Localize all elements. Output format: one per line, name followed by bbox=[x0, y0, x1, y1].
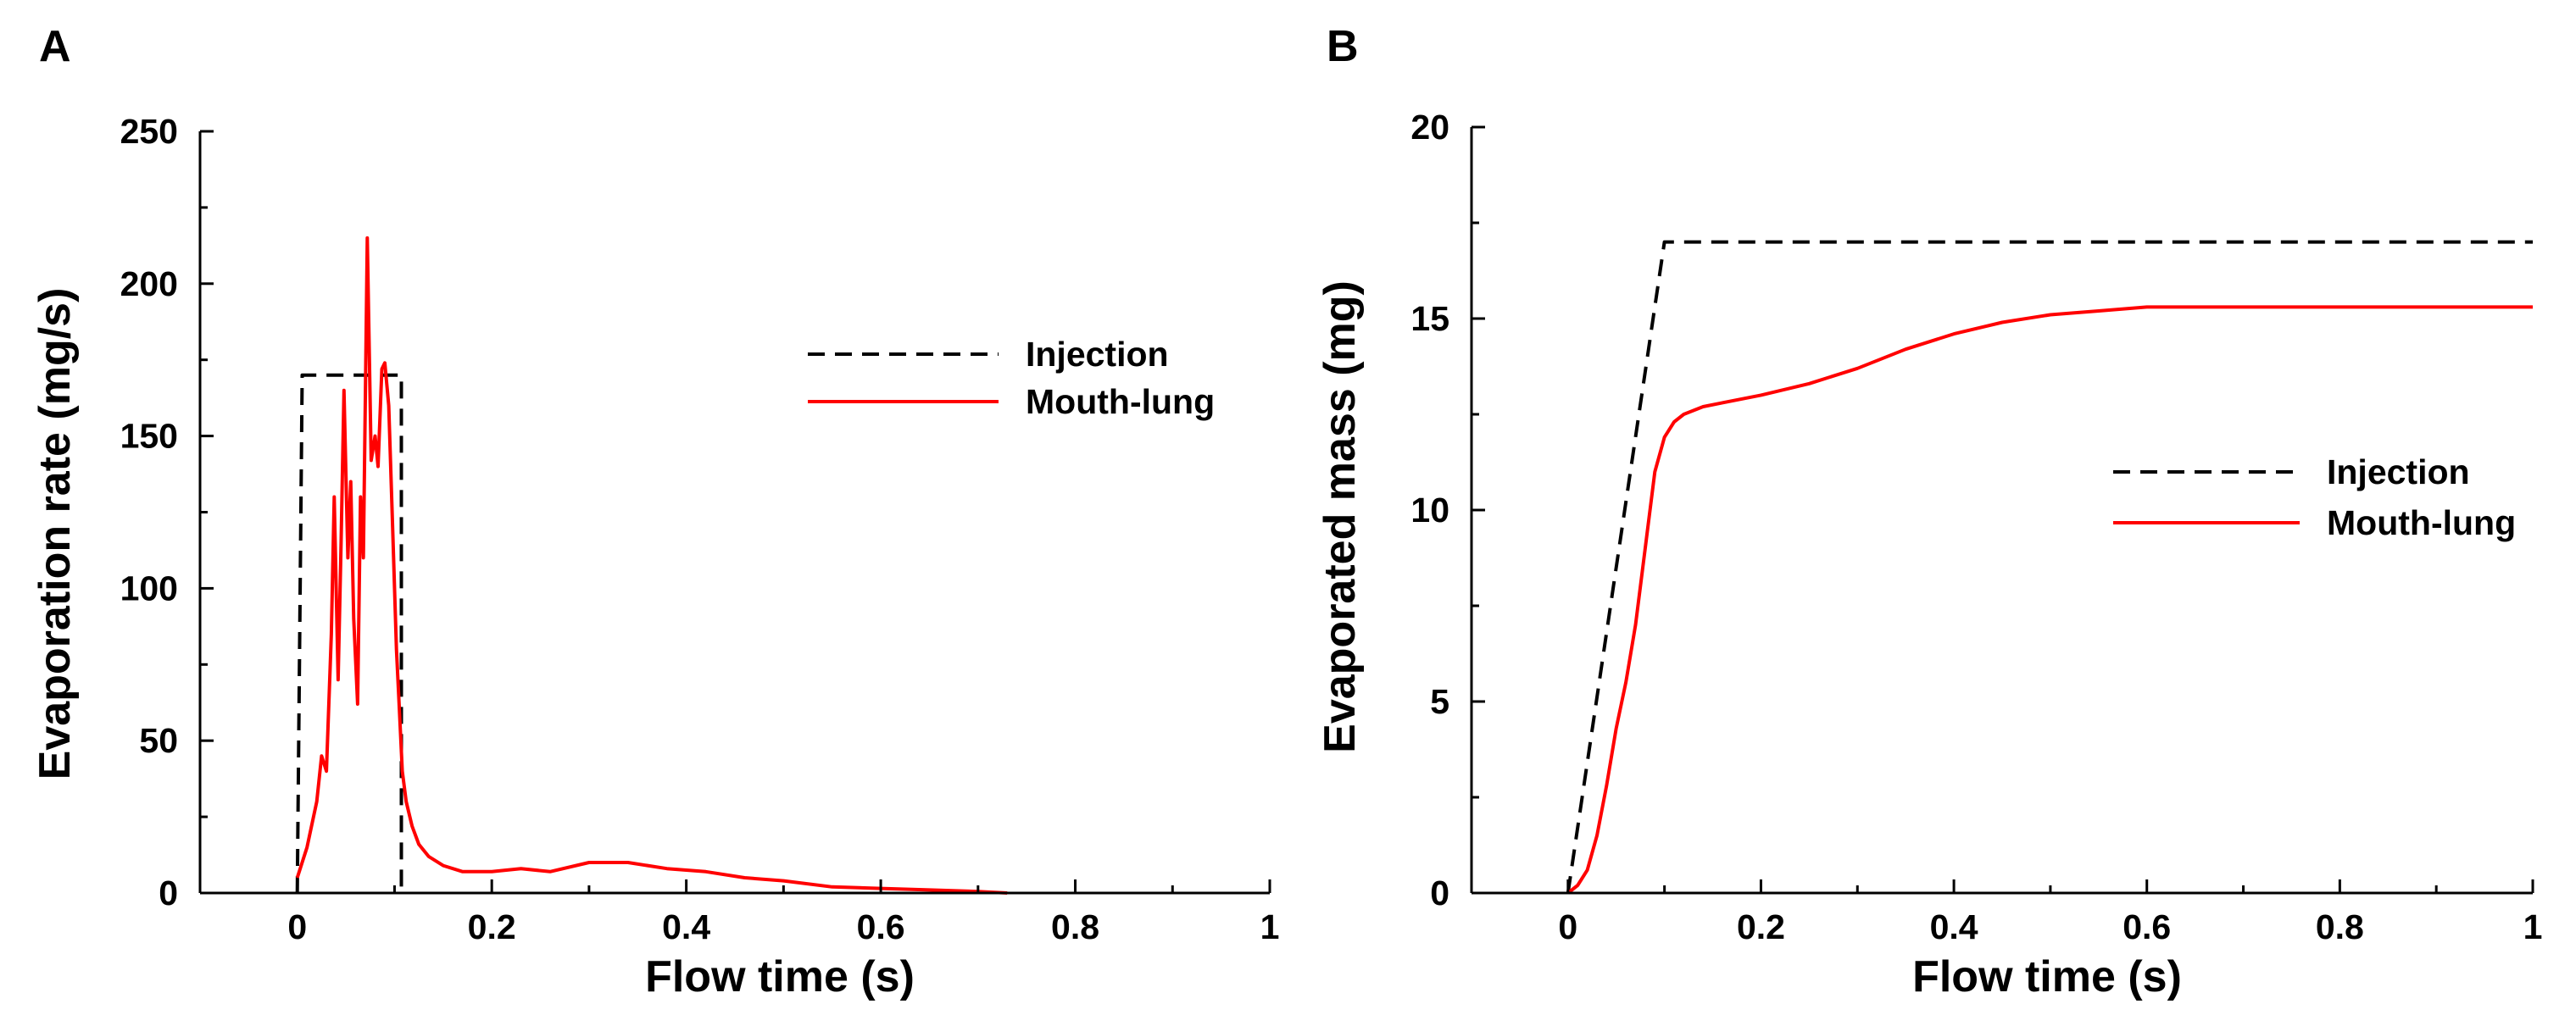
y-tick-label: 10 bbox=[1410, 491, 1449, 530]
y-tick-label: 15 bbox=[1410, 299, 1449, 338]
x-tick-label: 0.6 bbox=[857, 907, 905, 946]
series-line-mouth-lung bbox=[1566, 305, 2533, 895]
panel-a-label: A bbox=[39, 22, 71, 71]
panel-a-x-axis-title: Flow time (s) bbox=[645, 952, 915, 1001]
panel-b-label: B bbox=[1327, 22, 1359, 71]
y-tick-label: 5 bbox=[1430, 682, 1449, 721]
x-tick-label: 0.6 bbox=[2123, 907, 2171, 946]
y-tick-label: 100 bbox=[120, 569, 178, 607]
x-tick-label: 0.4 bbox=[1930, 907, 1978, 946]
panel-a-legend-mouth-lung-label: Mouth-lung bbox=[1026, 382, 1215, 421]
panel-a: A 0 0.2 0.4 0.6 0.8 1 0 50 100 150 200 250 Flow tim… bbox=[31, 22, 1279, 1001]
panel-a-legend: Injection Mouth-lung bbox=[808, 335, 1215, 421]
x-tick-label: 0.4 bbox=[662, 907, 710, 946]
y-tick-label: 0 bbox=[1430, 874, 1449, 912]
x-tick-label: 0.2 bbox=[468, 907, 516, 946]
series-line-mouth-lung bbox=[295, 236, 1008, 895]
y-tick-label: 250 bbox=[120, 112, 178, 151]
y-tick-label: 50 bbox=[139, 721, 178, 760]
y-tick-label: 0 bbox=[159, 874, 178, 912]
y-tick-label: 20 bbox=[1410, 108, 1449, 147]
panel-a-legend-injection-label: Injection bbox=[1026, 335, 1169, 374]
x-tick-label: 1 bbox=[2523, 907, 2543, 946]
x-tick-label: 0.8 bbox=[2316, 907, 2364, 946]
series-line-injection bbox=[1566, 240, 2533, 894]
panel-b-x-axis-title: Flow time (s) bbox=[1912, 952, 2182, 1001]
panel-b-plot-area bbox=[1566, 240, 2533, 895]
x-tick-label: 0.2 bbox=[1737, 907, 1785, 946]
panel-b-legend: Injection Mouth-lung bbox=[2113, 452, 2516, 542]
x-tick-label: 0.8 bbox=[1051, 907, 1099, 946]
x-tick-label: 1 bbox=[1260, 907, 1280, 946]
series-line-injection bbox=[295, 373, 403, 894]
y-tick-label: 200 bbox=[120, 264, 178, 303]
panel-b-legend-injection-label: Injection bbox=[2327, 452, 2470, 491]
x-tick-label: 0 bbox=[287, 907, 307, 946]
y-tick-label: 150 bbox=[120, 417, 178, 456]
panel-a-axes: 0 0.2 0.4 0.6 0.8 1 0 50 100 150 200 250 bbox=[120, 112, 1280, 946]
panel-b-legend-mouth-lung-label: Mouth-lung bbox=[2327, 503, 2516, 542]
x-tick-label: 0 bbox=[1558, 907, 1577, 946]
panel-a-y-axis-title: Evaporation rate (mg/s) bbox=[31, 288, 80, 780]
panel-a-plot-area bbox=[295, 236, 1008, 895]
panel-b-y-axis-title: Evaporated mass (mg) bbox=[1316, 280, 1365, 753]
